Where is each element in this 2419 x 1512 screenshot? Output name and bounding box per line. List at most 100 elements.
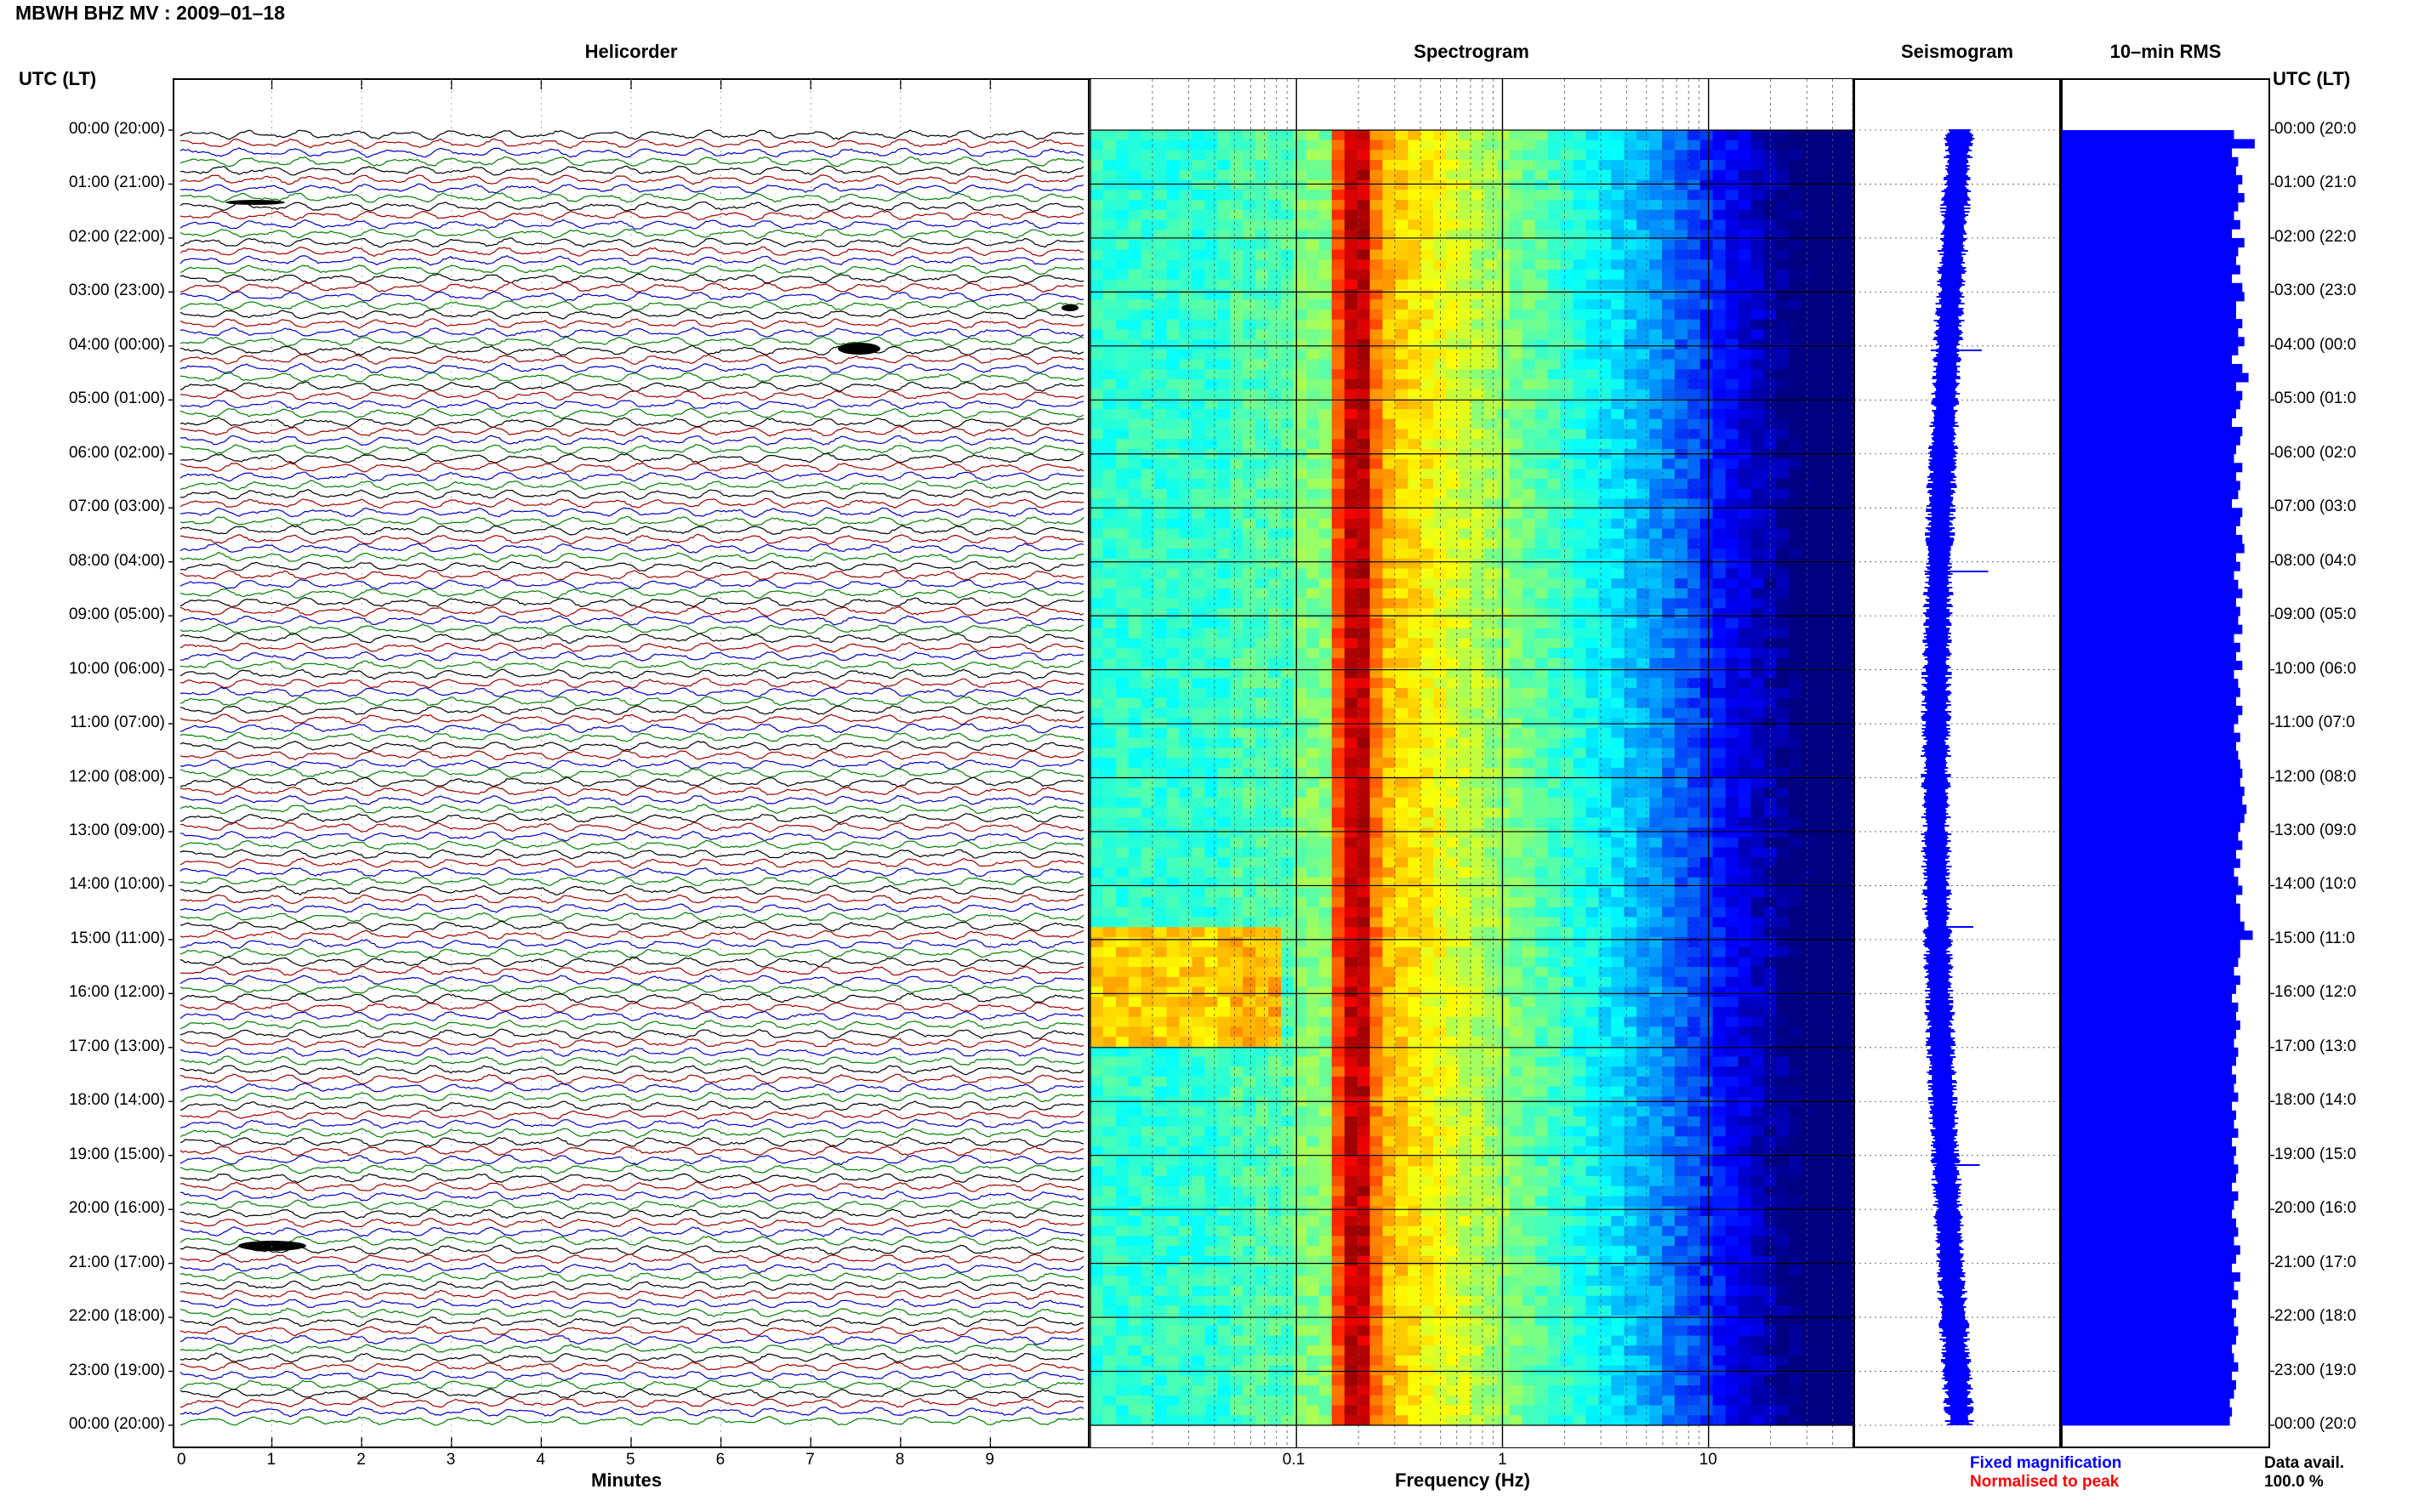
helicorder-trace-line — [179, 857, 1084, 869]
rms-bar — [2062, 184, 2239, 194]
helicorder-trace-line — [179, 533, 1084, 545]
right-time-label: 06:00 (02:0 — [2274, 443, 2357, 462]
helicorder-trace-line — [179, 1253, 1084, 1265]
helicorder-title: Helicorder — [584, 41, 678, 62]
rms-bar — [2062, 1056, 2236, 1066]
left-time-label: 22:00 (18:00) — [68, 1307, 165, 1326]
rms-bar — [2062, 1263, 2233, 1273]
rms-bar — [2062, 1065, 2233, 1075]
helicorder-trace-line — [179, 273, 1084, 284]
right-time-label: 18:00 (14:0 — [2274, 1091, 2357, 1110]
helicorder-trace-line — [179, 1388, 1084, 1399]
helicorder-trace-line — [179, 1289, 1084, 1300]
right-time-label: 03:00 (23:0 — [2274, 281, 2357, 300]
rms-bar — [2062, 337, 2245, 347]
legend-normalised-to-peak: Normalised to peak — [1970, 1473, 2120, 1491]
right-time-label: 04:00 (00:0 — [2274, 335, 2357, 354]
helicorder-trace-line — [179, 147, 1084, 158]
helicorder-x-tick-label: 3 — [446, 1451, 456, 1469]
helicorder-trace-line — [179, 668, 1084, 680]
rms-bar — [2062, 642, 2240, 652]
helicorder-trace-line — [179, 1163, 1084, 1174]
rms-bar — [2062, 597, 2236, 607]
helicorder-trace-line — [179, 1028, 1084, 1040]
helicorder-trace-line — [179, 129, 1084, 140]
helicorder-trace-line — [179, 813, 1084, 824]
seismogram-trace — [1921, 129, 1989, 1425]
rms-bar — [2062, 219, 2240, 230]
seismogram-frame — [1853, 78, 2061, 1448]
helicorder-trace-line — [179, 983, 1084, 995]
helicorder-trace-line — [179, 291, 1084, 302]
helicorder-trace-line — [179, 938, 1084, 949]
helicorder-trace-line — [179, 1002, 1084, 1013]
helicorder-trace-line — [179, 1208, 1084, 1219]
helicorder-trace-line — [179, 1154, 1084, 1166]
left-time-label: 19:00 (15:00) — [68, 1145, 165, 1163]
left-time-label: 02:00 (22:00) — [68, 227, 165, 246]
rms-bar — [2062, 1191, 2239, 1201]
helicorder-trace-line — [179, 1020, 1084, 1031]
rms-bar — [2062, 498, 2233, 509]
helicorder-x-tick-label: 5 — [626, 1451, 635, 1469]
rms-bar — [2062, 579, 2239, 589]
rms-bar — [2062, 300, 2236, 310]
rms-bar — [2062, 634, 2234, 644]
left-time-label: 23:00 (19:00) — [68, 1361, 165, 1379]
left-time-label: 01:00 (21:00) — [68, 173, 165, 192]
rms-bar — [2062, 1164, 2239, 1174]
right-time-label: 16:00 (12:0 — [2274, 983, 2357, 1002]
rms-bar — [2062, 543, 2245, 554]
rms-bar — [2062, 661, 2243, 670]
left-time-label: 04:00 (00:00) — [68, 335, 165, 354]
rms-bar — [2062, 1011, 2236, 1021]
rms-bar — [2062, 1380, 2236, 1390]
left-time-label: 16:00 (12:00) — [68, 983, 165, 1002]
helicorder-trace-line — [179, 372, 1084, 383]
helicorder-trace-line — [179, 1199, 1084, 1211]
helicorder-trace-line — [179, 551, 1084, 563]
helicorder-trace-line — [179, 254, 1084, 266]
right-time-label: 13:00 (09:0 — [2274, 821, 2357, 839]
rms-bar — [2062, 903, 2240, 913]
right-time-label: 00:00 (20:0 — [2274, 1415, 2357, 1433]
helicorder-trace-line — [179, 659, 1084, 671]
rms-bar — [2062, 1029, 2236, 1039]
helicorder-trace-line — [179, 1280, 1084, 1292]
helicorder-trace-line — [179, 1190, 1084, 1202]
helicorder-trace-line — [179, 309, 1084, 321]
helicorder-trace-line — [179, 525, 1084, 537]
rms-bar — [2062, 624, 2243, 634]
left-time-label: 21:00 (17:00) — [68, 1253, 165, 1271]
helicorder-trace-line — [179, 1136, 1084, 1148]
rms-bar — [2062, 264, 2240, 275]
rms-bar — [2062, 750, 2239, 760]
helicorder-trace-line — [179, 1181, 1084, 1193]
rms-bar — [2062, 139, 2255, 149]
rms-bar — [2062, 345, 2239, 355]
rms-title: 10–min RMS — [2109, 41, 2222, 62]
helicorder-trace-line — [179, 759, 1084, 770]
rms-bar — [2062, 1074, 2236, 1084]
rms-bar — [2062, 777, 2240, 787]
helicorder-trace-line — [179, 1361, 1084, 1373]
helicorder-x-tick-label: 7 — [805, 1451, 815, 1469]
left-time-label: 14:00 (10:00) — [68, 875, 165, 894]
helicorder-event — [1062, 304, 1079, 311]
rms-bar — [2062, 1353, 2234, 1363]
rms-bar — [2062, 822, 2240, 833]
helicorder-trace-line — [179, 191, 1084, 203]
rms-bar — [2062, 1398, 2230, 1408]
helicorder-trace-line — [179, 300, 1084, 311]
rms-bar — [2062, 382, 2236, 392]
rms-bar — [2062, 327, 2239, 338]
rms-bar — [2062, 813, 2245, 823]
helicorder-trace-line — [179, 867, 1084, 878]
rms-bar — [2062, 1389, 2234, 1399]
helicorder-trace-line — [179, 1037, 1084, 1049]
rms-bar — [2062, 282, 2243, 293]
helicorder-trace-line — [179, 1244, 1084, 1256]
helicorder-trace-line — [179, 435, 1084, 446]
helicorder-event — [838, 343, 880, 355]
